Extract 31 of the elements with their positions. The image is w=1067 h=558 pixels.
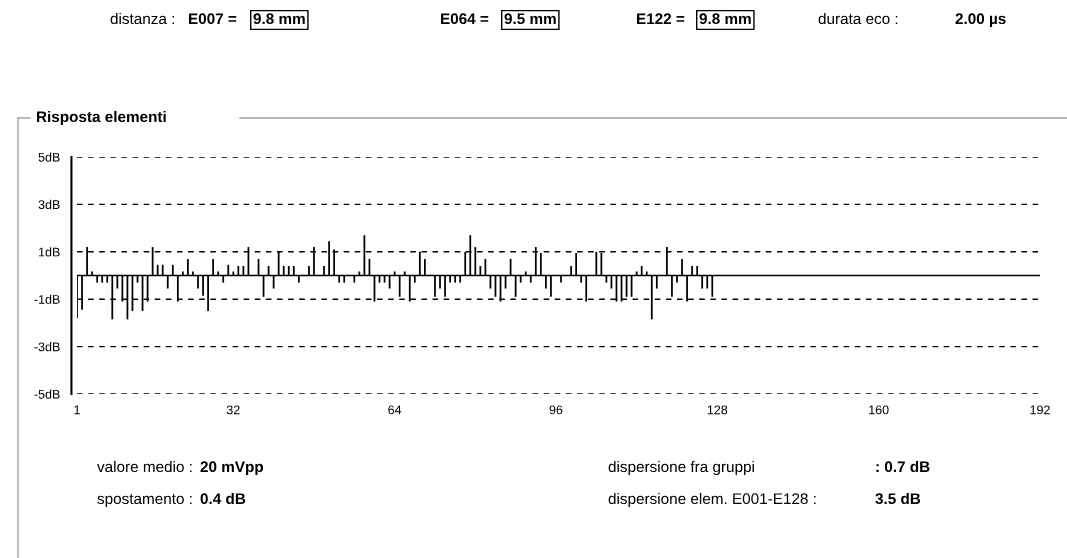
x-tick-label: 32: [226, 405, 240, 415]
text: E007 =: [189, 13, 237, 25]
text: E064 =: [441, 13, 489, 25]
text: valore medio :: [97, 460, 192, 473]
x-tick-label: 64: [388, 405, 402, 415]
x-tick-label: 96: [549, 405, 563, 415]
text: 2.00 µs: [955, 13, 1006, 28]
text: distanza :: [110, 12, 174, 25]
y-tick-label: 3dB: [38, 199, 60, 210]
text: : 0.7 dB: [876, 460, 930, 473]
y-tick-label: 5dB: [38, 152, 60, 162]
text: dispersione elem. E001-E128 :: [608, 492, 816, 508]
text: dispersione fra gruppi: [608, 460, 754, 476]
text: durata eco :: [818, 12, 898, 25]
text: E122 =: [637, 13, 685, 24]
text: 3.5 dB: [875, 492, 921, 505]
x-tick-label: 1: [74, 405, 80, 415]
x-tick-label: 128: [707, 405, 728, 415]
y-tick-label: -1dB: [34, 294, 60, 304]
text: 0.4 dB: [200, 492, 246, 505]
text: spostamento :: [97, 494, 192, 508]
text: 9.8 mm: [699, 13, 751, 25]
y-tick-label: -5dB: [34, 389, 60, 399]
x-tick-label: 160: [869, 405, 889, 415]
text: 9.8 mm: [253, 13, 305, 25]
text: 9.5 mm: [504, 13, 556, 25]
y-tick-label: -3dB: [34, 342, 60, 352]
chart-title: Risposta elementi: [37, 110, 166, 126]
x-tick-label: 192: [1030, 405, 1050, 415]
text: 20 mVpp: [200, 461, 264, 476]
y-tick-label: 1dB: [39, 247, 60, 257]
